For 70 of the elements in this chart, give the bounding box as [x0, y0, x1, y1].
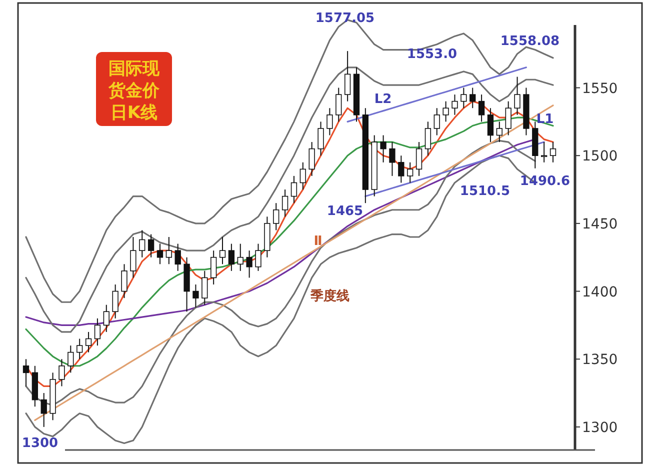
- y-tick-label: 1400: [582, 284, 618, 300]
- candlestick: [442, 100, 449, 122]
- candlestick: [452, 94, 458, 116]
- candlestick: [514, 76, 520, 116]
- annotation: 1510.5: [460, 184, 510, 199]
- candlestick: [460, 87, 467, 109]
- candlestick: [344, 50, 351, 102]
- y-tick-label: 1500: [582, 148, 618, 165]
- candlestick: [139, 230, 146, 258]
- candlestick: [85, 331, 92, 353]
- candlestick: [103, 304, 110, 332]
- y-tick-label: 1350: [582, 352, 618, 368]
- candlestick: [407, 162, 414, 184]
- candlestick: [228, 243, 235, 272]
- candlestick: [550, 142, 556, 163]
- candlestick: [68, 345, 74, 374]
- annotation: Ⅱ: [314, 234, 322, 249]
- candlestick: [237, 243, 244, 272]
- candlestick: [130, 236, 136, 278]
- candlestick: [470, 87, 476, 109]
- candlestick: [336, 87, 342, 122]
- annotation: 1300: [22, 436, 58, 451]
- candlestick: [121, 264, 128, 299]
- candlestick: [156, 243, 164, 265]
- candlestick: [202, 270, 208, 306]
- candlestick: [318, 121, 324, 156]
- candlestick: [219, 236, 226, 265]
- candlestick: [478, 94, 485, 122]
- candlestick: [290, 175, 298, 204]
- candlestick: [540, 142, 548, 163]
- y-tick-label: 1300: [582, 420, 618, 436]
- candlestick: [40, 392, 47, 428]
- annotation: 1577.05: [315, 11, 375, 26]
- candlestick: [246, 250, 252, 278]
- candlestick: [273, 202, 280, 231]
- candlestick: [416, 142, 422, 176]
- text: 国际现货金价日K线: [108, 59, 160, 123]
- candlestick: [505, 100, 512, 136]
- candlestick: [210, 250, 217, 285]
- annotation: L2: [374, 92, 392, 107]
- annotation: 1553.0: [406, 47, 458, 62]
- candlestick: [282, 189, 288, 218]
- annotation: 1465: [326, 204, 364, 219]
- candlestick: [389, 142, 396, 176]
- candlestick: [58, 358, 65, 387]
- candlestick: [174, 243, 181, 272]
- candlestick: [94, 318, 101, 346]
- line-series: [346, 66, 528, 122]
- candlestick: [22, 358, 30, 387]
- annotation: L1: [536, 112, 554, 127]
- candlestick: [76, 338, 83, 360]
- candlestick: [398, 155, 404, 184]
- annotation: 季度线: [310, 288, 350, 304]
- annotation: 1558.08: [500, 34, 560, 49]
- candlestick: [424, 121, 432, 156]
- candlestick: [380, 134, 386, 163]
- candlestick: [192, 284, 199, 308]
- candlestick: [326, 108, 333, 136]
- annotation: 1490.6: [520, 174, 570, 189]
- candlestick: [255, 243, 262, 272]
- candlestick: [148, 234, 154, 258]
- candlestick: [166, 236, 172, 265]
- y-tick-label: 1450: [582, 216, 618, 232]
- candlestick: [308, 142, 315, 176]
- y-tick-label: 1550: [582, 80, 618, 97]
- candlestick: [434, 108, 440, 136]
- candlestick: [496, 121, 502, 143]
- candlestick: [487, 108, 494, 143]
- candlestick: [300, 162, 306, 190]
- candlestick: [112, 284, 118, 319]
